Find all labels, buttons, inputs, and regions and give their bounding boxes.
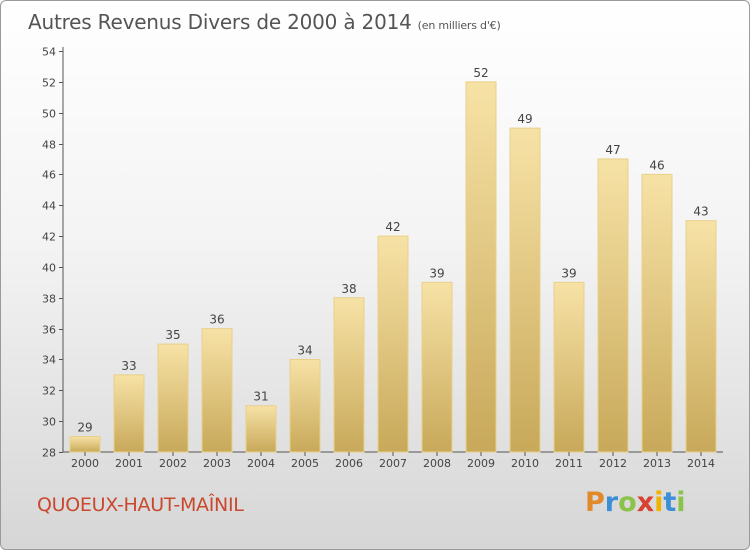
bar-value-label: 49	[517, 112, 532, 126]
x-tick-label: 2001	[115, 457, 143, 470]
bar-value-label: 47	[605, 143, 620, 157]
y-tick-label: 46	[42, 169, 56, 182]
bar	[289, 358, 321, 453]
y-tick-label: 34	[42, 354, 56, 367]
y-tick-label: 48	[42, 139, 56, 152]
x-tick-label: 2005	[291, 457, 319, 470]
bar	[245, 405, 277, 453]
bar-value-label: 29	[77, 421, 92, 435]
x-tick-label: 2006	[335, 457, 363, 470]
logo-letter: P	[585, 487, 605, 518]
bar-value-label: 36	[209, 313, 224, 327]
x-tick-label: 2008	[423, 457, 451, 470]
bar-value-label: 39	[429, 266, 444, 280]
x-tick-label: 2000	[71, 457, 99, 470]
bar	[157, 343, 189, 453]
y-tick-label: 36	[42, 324, 56, 337]
bar-value-label: 42	[385, 220, 400, 234]
y-tick-label: 38	[42, 293, 56, 306]
logo-letter: o	[618, 487, 637, 518]
bar	[421, 281, 453, 453]
y-tick-label: 40	[42, 262, 56, 275]
x-tick-label: 2007	[379, 457, 407, 470]
x-tick-label: 2012	[599, 457, 627, 470]
bar-value-label: 43	[693, 205, 708, 219]
bar-value-label: 38	[341, 282, 356, 296]
town-name: QUOEUX-HAUT-MAÎNIL	[37, 494, 244, 516]
chart-subtitle: (en milliers d'€)	[417, 19, 501, 32]
x-tick-label: 2002	[159, 457, 187, 470]
bar-value-label: 35	[165, 328, 180, 342]
logo-letter: t	[663, 487, 677, 518]
y-tick-label: 44	[42, 200, 56, 213]
bar	[685, 220, 717, 453]
bar	[641, 173, 673, 453]
y-tick-label: 32	[42, 385, 56, 398]
logo-letter: r	[604, 487, 619, 518]
logo-letter: i	[676, 487, 686, 518]
bar-value-label: 52	[473, 66, 488, 80]
proxiti-logo: Proxiti	[585, 487, 686, 518]
x-tick-label: 2009	[467, 457, 495, 470]
bar	[333, 297, 365, 453]
bar	[377, 235, 409, 453]
logo-letter: x	[636, 487, 655, 518]
x-tick-label: 2010	[511, 457, 539, 470]
bar	[509, 127, 541, 453]
bar	[465, 81, 497, 453]
bar-value-label: 39	[561, 266, 576, 280]
bar	[113, 374, 145, 453]
chart-title-text: Autres Revenus Divers de 2000 à 2014	[28, 10, 412, 34]
bar-value-label: 46	[649, 158, 664, 172]
chart-title: Autres Revenus Divers de 2000 à 2014 (en …	[28, 10, 501, 34]
bar-value-label: 33	[121, 359, 136, 373]
y-tick-label: 52	[42, 77, 56, 90]
x-tick-label: 2004	[247, 457, 275, 470]
y-tick-label: 42	[42, 231, 56, 244]
x-tick-label: 2014	[687, 457, 715, 470]
bar	[69, 436, 101, 453]
bar-value-label: 34	[297, 343, 312, 357]
bar	[201, 328, 233, 453]
bar	[553, 281, 585, 453]
y-tick-label: 30	[42, 416, 56, 429]
bar	[597, 158, 629, 453]
y-tick-label: 28	[42, 447, 56, 460]
y-tick-label: 50	[42, 108, 56, 121]
logo-letter: i	[654, 487, 664, 518]
x-tick-label: 2013	[643, 457, 671, 470]
bar-value-label: 31	[253, 390, 268, 404]
y-tick-label: 54	[42, 46, 56, 59]
x-tick-label: 2003	[203, 457, 231, 470]
x-tick-label: 2011	[555, 457, 583, 470]
